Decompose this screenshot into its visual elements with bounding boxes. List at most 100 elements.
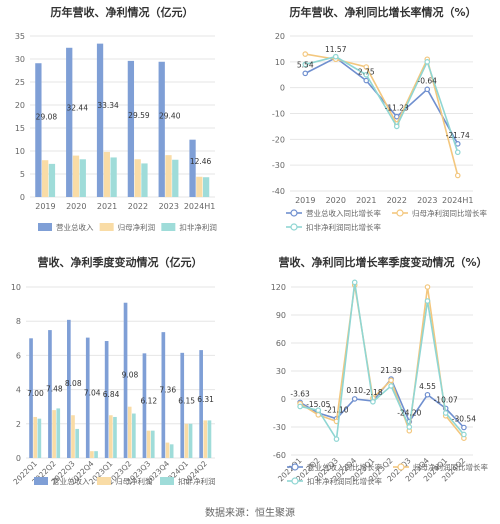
legend-label: 扣非净利润同比增长率 [307,476,382,486]
line-扣非净利润同比增长率 [305,55,459,153]
bar-data-label: 33.34 [97,101,119,110]
point-扣非净利润同比增长率 [406,424,413,430]
x-tick-label: 2021 [356,196,376,205]
legend-label: 营业总收入 [56,222,94,232]
point-扣非净利润同比增长率 [442,410,449,416]
point-营业总收入同比增长率 [393,113,400,120]
y-tick-label: -10 [272,110,285,119]
bar-data-label: 12.46 [190,157,212,166]
x-tick-label: 2023 [417,196,437,205]
bar-营业总收入 [142,353,147,458]
y-tick-label: 20 [275,32,285,41]
y-tick-label: 10 [11,283,21,292]
chart-annual_growth: 历年营收、净利同比增长率情况（%） -40 -30 -20 -10 0 10 20 2019 20… [272,5,488,232]
y-tick-label: -30 [273,423,286,432]
point-扣非净利润同比增长率 [363,71,370,78]
bar-营业总收入 [29,338,33,458]
y-tick-label: 5 [20,170,25,179]
line-data-label: 11.57 [325,45,347,54]
y-tick-label: 20 [15,101,25,110]
legend-swatch [38,223,52,231]
line-data-label: 5.54 [297,60,314,69]
point-归母净利润同比增长率 [388,377,394,384]
point-营业总收入同比增长率 [351,396,358,402]
x-tick-label: 2024H1 [442,196,473,205]
line-扣非净利润同比增长率 [299,282,465,442]
point-扣非净利润同比增长率 [461,431,467,438]
chart-title: 历年营收、净利同比增长率情况（%） [289,5,476,19]
bar-扣非净利润 [37,418,42,458]
bar-营业总收入 [35,63,42,198]
point-营业总收入同比增长率 [302,70,309,77]
legend-label: 归母净利润 [118,222,155,232]
bar-归母净利润 [146,430,151,458]
bar-营业总收入 [158,61,165,198]
legend: 营业总收入 归母净利润 扣非净利润 [34,476,216,486]
point-扣非净利润同比增长率 [370,398,376,405]
point-扣非净利润同比增长率 [454,149,461,156]
point-扣非净利润同比增长率 [424,298,431,304]
bar-归母净利润 [127,406,132,458]
y-tick-label: -20 [272,135,285,144]
bar-扣非净利润 [75,428,79,458]
x-tick-label: 2019 [35,202,55,211]
bar-data-label: 9.08 [122,370,139,379]
chart-quarterly_growth: 营收、净利同比增长率季度变动情况（%）-60-3003060901202022Q… [271,255,489,486]
legend-label: 归母净利润 [115,476,153,486]
legend-label: 营业总收入 [52,476,90,486]
point-营业总收入同比增长率 [424,86,431,93]
bar-扣非净利润 [169,444,174,458]
y-tick-label: 60 [276,339,286,348]
line-data-label: 4.55 [419,382,436,391]
point-归母净利润同比增长率 [363,64,370,70]
y-tick-label: 4 [16,386,21,395]
line-营业总收入同比增长率 [304,56,459,145]
legend-swatch [99,223,114,231]
y-tick-label: 0 [16,454,21,463]
point-营业总收入同比增长率 [461,424,467,431]
legend-marker [396,209,404,217]
chart-title: 营收、净利同比增长率季度变动情况（%） [278,255,487,269]
legend-swatch [161,223,176,231]
bar-扣非净利润 [48,163,56,197]
line-归母净利润同比增长率 [299,285,465,439]
bar-data-label: 6.84 [103,390,120,399]
chart-title: 历年营收、净利情况（亿元） [51,5,194,19]
bar-归母净利润 [203,420,208,458]
bar-扣非净利润 [207,420,212,458]
legend-marker [291,463,299,471]
bar-扣非净利润 [110,157,117,197]
y-tick-label: 30 [276,367,286,376]
bar-归母净利润 [165,155,172,197]
bar-营业总收入 [199,350,203,458]
bar-营业总收入 [48,330,52,458]
point-扣非净利润同比增长率 [302,61,309,68]
data-source-footer: 数据来源：恒生聚源 [205,508,295,519]
y-tick-label: 35 [15,32,25,41]
bar-扣非净利润 [188,423,193,458]
bar-data-label: 29.59 [128,111,150,120]
bar-扣非净利润 [79,159,86,197]
legend-label: 营业总收入同比增长率 [306,208,381,218]
legend-marker [397,463,405,471]
chart-title: 营收、净利季度变动情况（亿元） [38,255,203,269]
point-扣非净利润同比增长率 [393,123,400,130]
bar-归母净利润 [108,415,113,458]
point-扣非净利润同比增长率 [333,436,340,442]
line-data-label: 21.39 [380,366,402,375]
legend-label: 营业总收入同比增长率 [307,462,382,472]
bar-扣非净利润 [202,177,210,197]
line-data-label: -30.54 [452,415,476,424]
point-扣非净利润同比增长率 [315,407,322,414]
bar-营业总收入 [189,139,196,197]
line-data-label: 2.75 [358,68,375,77]
bar-data-label: 6.12 [140,397,157,406]
x-tick-label: 2020 [326,196,346,205]
legend-label: 归母净利润同比增长率 [413,462,488,472]
point-归母净利润同比增长率 [302,51,309,57]
y-tick-label: 2 [16,420,21,429]
bar-营业总收入 [161,332,166,458]
